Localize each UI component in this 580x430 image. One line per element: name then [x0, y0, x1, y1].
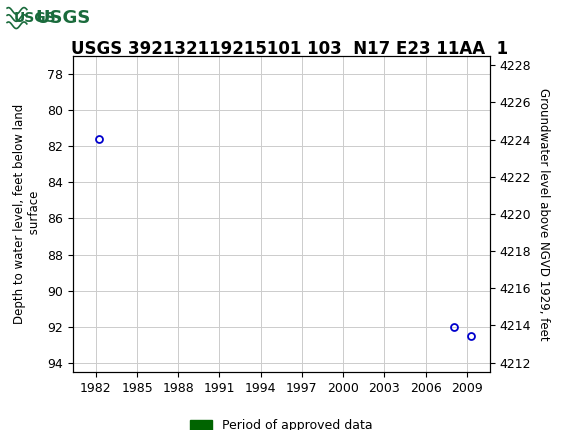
Y-axis label: Depth to water level, feet below land
 surface: Depth to water level, feet below land su…	[13, 104, 41, 324]
Text: USGS: USGS	[14, 11, 56, 25]
Text: USGS: USGS	[36, 9, 91, 27]
Text: USGS 392132119215101 103  N17 E23 11AA  1: USGS 392132119215101 103 N17 E23 11AA 1	[71, 40, 509, 58]
Y-axis label: Groundwater level above NGVD 1929, feet: Groundwater level above NGVD 1929, feet	[537, 88, 550, 340]
Bar	[5, 3, 95, 32]
Legend: Period of approved data: Period of approved data	[190, 419, 373, 430]
